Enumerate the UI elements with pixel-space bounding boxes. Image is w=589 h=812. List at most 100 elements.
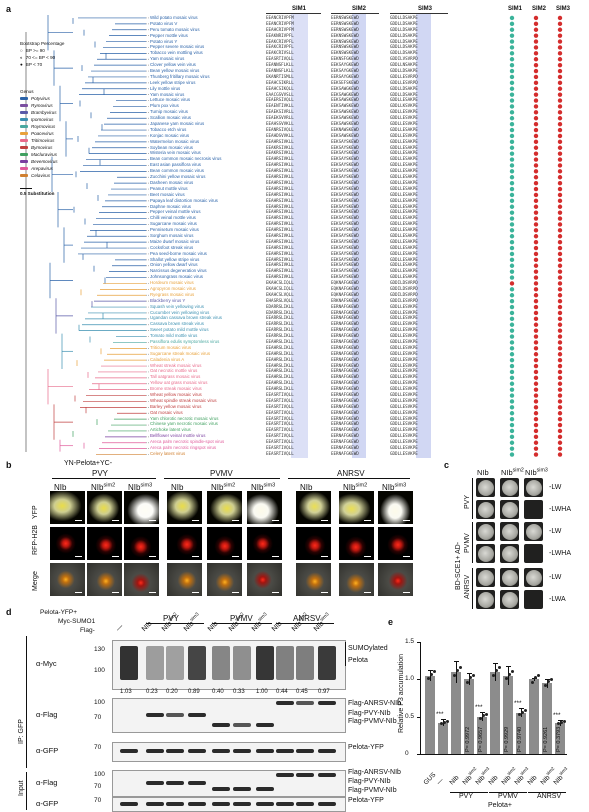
sim-dot: [509, 192, 515, 198]
scale-bar: [112, 555, 119, 557]
sim2-seq: EERNAFGKEWD: [331, 397, 359, 403]
sim-dot: [509, 340, 515, 345]
species-name: Ryegrass mosaic virus: [150, 291, 195, 297]
e-bar: [516, 712, 526, 754]
micrograph-panel: [339, 491, 374, 524]
sim-dot: [557, 452, 563, 457]
sim2-seq: EERNAFGKEWD: [331, 403, 359, 409]
sim-dot: [557, 45, 563, 50]
mw-marker: 70: [94, 714, 102, 721]
sim-dot: [533, 45, 539, 50]
sim2-seq: EQKNAFGKEWD: [331, 285, 359, 291]
species-name: Turnip mosaic virus: [150, 109, 188, 115]
yeast-colony: [477, 501, 494, 518]
species-name: Papaya leaf distortion mosaic virus: [150, 197, 218, 203]
sim2-seq: EEKSAWSKEWD: [331, 97, 359, 103]
mw-marker: 70: [94, 744, 102, 751]
e-ylabel: Relative P3 accumulation: [398, 654, 405, 733]
yeast-spot: [476, 590, 495, 609]
micrograph-panel: [50, 491, 85, 524]
bifc-column-text-base: NIb: [211, 482, 224, 492]
e-category-text-sup: sim3: [519, 766, 530, 777]
y2h-group-bracket: [472, 568, 473, 609]
y2h-medium-label: -LW: [549, 528, 562, 535]
sim-dot: [557, 198, 563, 204]
sim2-seq: EERNAFGKEWD: [331, 439, 359, 445]
sim2-seq: EEKSAWSKEWD: [331, 109, 359, 115]
sim-dot: [533, 310, 539, 316]
yeast-spot: [500, 522, 519, 541]
sim-dot: [557, 121, 563, 127]
species-name: Daphne mosaic virus: [150, 203, 191, 209]
sim3-seq: GDDLLESAKPE: [390, 232, 418, 238]
sim1-seq: EEAHCSIKRLL: [266, 79, 294, 85]
sim2-seq: EEKSAWGKEWD: [331, 85, 359, 91]
sim2-seq: EEKNSWSKEWD: [331, 32, 359, 38]
species-name: Bean common mosaic necrosis virus: [150, 156, 222, 162]
sim1-seq: EEAHRSIVKLL: [266, 268, 294, 274]
sim1-seq: EEASRTIVQLL: [266, 421, 294, 427]
sim1-seq: EEASRTIVQLL: [266, 403, 294, 409]
e-pvalue: P= 0.9261: [543, 726, 549, 752]
sim-dot: [533, 234, 539, 239]
species-list: Wild potato mosaic virus Potato virus V Pe…: [150, 15, 224, 457]
y2h-group-bracket: [472, 522, 473, 563]
e-pvalue: P= 0.9929: [504, 726, 510, 752]
sim-dot: [509, 287, 515, 292]
sim-dot: [509, 57, 515, 62]
sim-dot: [533, 287, 539, 292]
blot-band: [276, 801, 294, 806]
sim-dot: [533, 68, 539, 74]
sim-dot: [557, 399, 563, 404]
sim-dot: [533, 381, 539, 386]
sim1-seq: EEAHRSLIKLL: [266, 362, 294, 368]
blot-band: [146, 712, 164, 717]
sim-dot: [509, 357, 515, 363]
sim-dot: [533, 316, 539, 322]
sim-dot: [509, 198, 515, 204]
e-pvalue: P= 0.3793: [556, 726, 562, 752]
coip-group-rule: [276, 623, 334, 624]
sim1-seq: EEAKCRIVPFL: [266, 38, 294, 44]
sim-dot: [533, 281, 539, 286]
e-point: [505, 677, 508, 681]
blot-band: [212, 723, 230, 727]
sim2-seq: EEKSAYSKEWD: [331, 156, 359, 162]
yeast-colony: [501, 501, 518, 518]
genus-swatch: [20, 167, 28, 171]
sim-dot: [533, 257, 539, 263]
sim2-seq: EEKSAYSKEWD: [331, 179, 359, 185]
e-category-text-base: NIb: [526, 774, 539, 787]
sim2-seq: EEKSAYSKEWD: [331, 203, 359, 209]
sim-dot: [533, 251, 539, 257]
sim-dot: [509, 62, 515, 68]
sim3-seq: GDDLLDSAKPE: [390, 32, 418, 38]
sim1-seq: EEASRTIVQLL: [266, 397, 294, 403]
blot-band: [233, 801, 251, 806]
sim3-seq: GDDLLESAKPE: [390, 209, 418, 215]
sim3-seq: GDDLLESVKPE: [390, 350, 418, 356]
sim-dot: [557, 33, 563, 38]
sim3-seq: GDDLLESVKPE: [390, 338, 418, 344]
e-category-text-sup: sim2: [545, 766, 556, 777]
genus-name: Brambyvirus: [31, 110, 57, 115]
e-bar: [477, 716, 487, 754]
e-point: [430, 672, 433, 676]
sim-dot: [509, 204, 515, 209]
sim-dot: [533, 416, 539, 422]
sim3-seq: GDDLLESVKPE: [390, 427, 418, 433]
sim-dot: [557, 269, 563, 274]
sim-dot: [509, 411, 515, 416]
species-name: Yam mosaic virus: [150, 56, 185, 62]
blot-band: [233, 787, 251, 791]
blot-band-label: Flag-ANRSV-NIb: [348, 769, 401, 776]
e-errorcap: [467, 673, 472, 675]
blot-band-label: Flag-PVMV-NIb: [348, 718, 397, 725]
sim3-seq: GDDLLESAKPE: [390, 168, 418, 174]
sim3-seq: GDDLLESVKPE: [390, 327, 418, 333]
sim1-seq: EDARRSLIKLL: [266, 309, 294, 315]
sim-dot: [533, 245, 539, 251]
e-errorcap: [545, 678, 550, 680]
sim-dot: [509, 180, 515, 186]
genus-swatch: [20, 118, 28, 122]
